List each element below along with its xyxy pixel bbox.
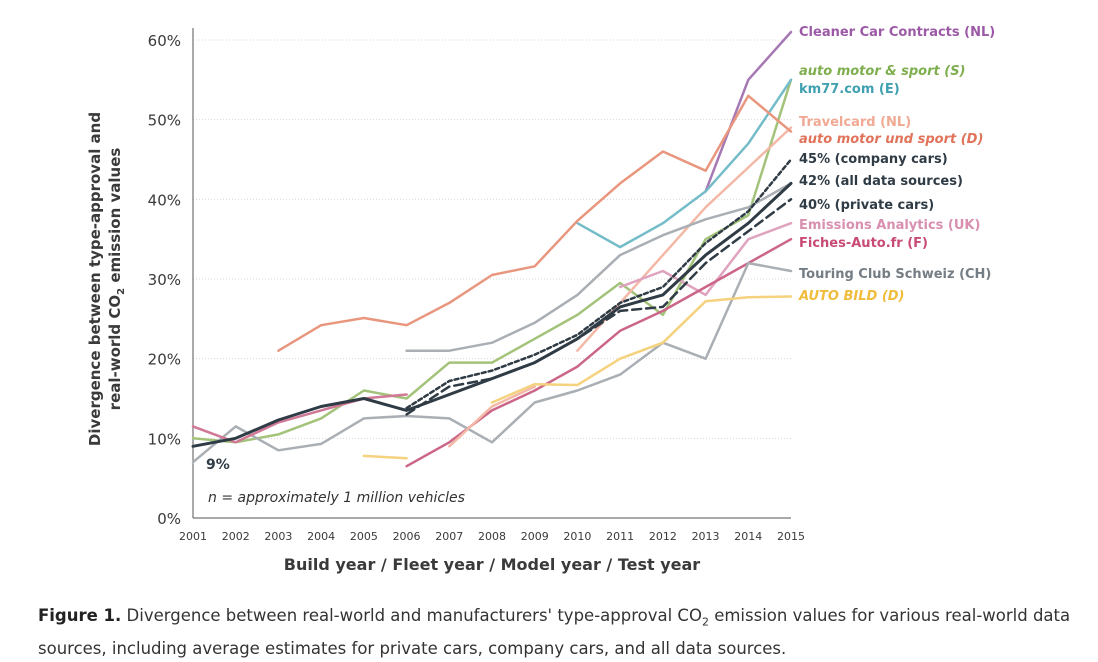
series-label: km77.com (E) — [799, 82, 900, 97]
x-tick-labels: 2001 2002 2003 2004 2005 2006 2007 2008 2009 2010… — [179, 530, 805, 543]
x-tick-label: 2008 — [478, 530, 506, 543]
series-line — [191, 78, 793, 444]
series-line — [277, 94, 793, 352]
x-tick-label: 2009 — [521, 530, 549, 543]
series-line — [704, 30, 793, 193]
series-label: Travelcard (NL) — [799, 115, 911, 130]
caption-text-b: emission values for various real-world d… — [38, 606, 1071, 659]
x-tick-label: 2010 — [563, 530, 591, 543]
x-tick-label: 2013 — [692, 530, 720, 543]
series-label: 42% (all data sources) — [799, 174, 963, 189]
y-tick-label: 0% — [157, 510, 181, 528]
y-tick-label: 50% — [148, 112, 181, 130]
series-lines — [191, 30, 793, 468]
series-label: Touring Club Schweiz (CH) — [799, 267, 991, 282]
series-line — [405, 198, 793, 416]
series-label: auto motor & sport (S) — [799, 64, 966, 79]
x-tick-label: 2012 — [649, 530, 677, 543]
caption-text-a: Divergence between real-world and manufa… — [121, 606, 702, 625]
series-line — [405, 182, 793, 352]
series-label: 40% (private cars) — [799, 198, 934, 213]
sample-note: n = approximately 1 million vehicles — [208, 490, 465, 506]
figure-caption: Figure 1. Divergence between real-world … — [38, 602, 1078, 662]
series-label: Fiches-Auto.fr (F) — [799, 236, 928, 251]
x-tick-label: 2002 — [222, 530, 250, 543]
series-labels: Cleaner Car Contracts (NL) auto motor & s… — [798, 25, 995, 304]
series-line — [576, 78, 793, 249]
series-label: auto motor und sport (D) — [799, 132, 983, 147]
series-line — [490, 295, 793, 404]
x-tick-label: 2005 — [350, 530, 378, 543]
series-line — [448, 385, 536, 448]
x-tick-label: 2015 — [777, 530, 805, 543]
y-tick-label: 10% — [148, 430, 181, 448]
x-tick-label: 2003 — [264, 530, 292, 543]
series-line — [362, 454, 408, 460]
series-label: Cleaner Car Contracts (NL) — [799, 25, 995, 40]
y-axis-label-line1: Divergence between type-approval and — [86, 112, 104, 446]
x-tick-label: 2004 — [307, 530, 335, 543]
series-line — [191, 181, 793, 448]
figure-label: Figure 1. — [38, 606, 122, 625]
x-tick-label: 2001 — [179, 530, 207, 543]
x-tick-label: 2011 — [606, 530, 634, 543]
series-line — [405, 158, 793, 410]
series-line — [191, 261, 793, 464]
caption-sub: 2 — [701, 615, 709, 629]
y-tick-label: 20% — [148, 351, 181, 369]
y-tick-label: 60% — [148, 32, 181, 50]
x-tick-label: 2007 — [435, 530, 463, 543]
x-tick-label: 2014 — [734, 530, 762, 543]
x-tick-label: 2006 — [393, 530, 421, 543]
y-tick-label: 40% — [148, 191, 181, 209]
start-annotation: 9% — [206, 457, 230, 473]
y-tick-labels: 0% 10% 20% 30% 40% 50% 60% — [148, 32, 181, 528]
y-axis-label: Divergence between type-approval and rea… — [86, 112, 127, 446]
series-line — [618, 221, 793, 297]
series-label: AUTO BILD (D) — [798, 289, 905, 304]
series-label: Emissions Analytics (UK) — [799, 218, 980, 233]
y-tick-label: 30% — [148, 271, 181, 289]
y-axis-label-line2: real-world CO2 emission values — [106, 148, 127, 411]
line-chart: 0%10%20%30%40%50%60% 2001 2002 2003 2004 200… — [86, 25, 995, 574]
series-label: 45% (company cars) — [799, 152, 948, 167]
x-axis-label: Build year / Fleet year / Model year / T… — [284, 555, 701, 574]
